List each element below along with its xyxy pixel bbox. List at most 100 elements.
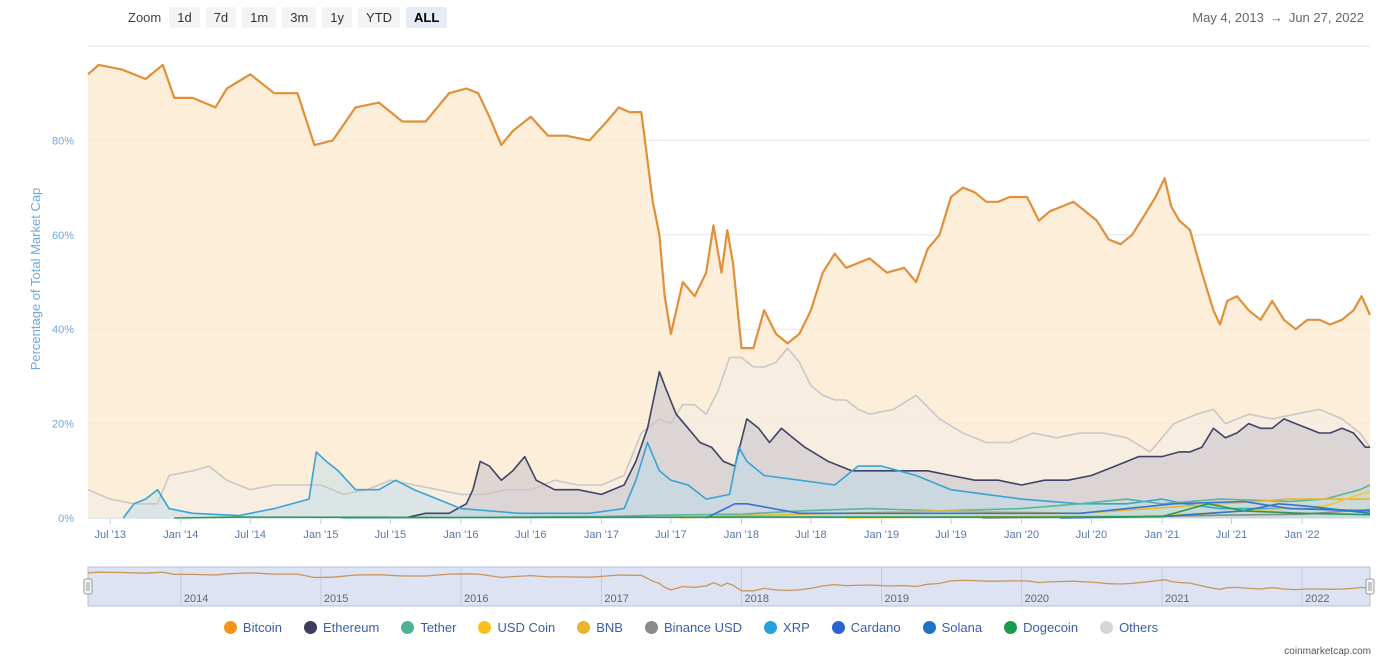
x-tick-label: Jul '17 [655, 529, 686, 541]
navigator-year-label: 2014 [184, 593, 208, 605]
series-line-cardano [705, 500, 1371, 519]
legend-item-ethereum[interactable]: Ethereum [303, 620, 380, 635]
zoom-1y-button[interactable]: 1y [322, 6, 353, 28]
legend-dot [401, 621, 415, 634]
series-area-others [88, 348, 1370, 518]
series-area-ethereum [404, 371, 1371, 518]
date-range-arrow: → [1269, 10, 1283, 25]
x-tick-label: Jan '22 [1285, 529, 1320, 541]
navigator-year-label: 2018 [744, 593, 768, 605]
legend-item-others[interactable]: Others [1100, 620, 1158, 635]
legend-label: USD Coin [497, 620, 556, 635]
date-range-from[interactable]: May 4, 2013 [1192, 10, 1264, 25]
legend-dot [478, 621, 492, 634]
legend-item-xrp[interactable]: XRP [764, 620, 810, 635]
navigator-handle-right[interactable] [1365, 578, 1375, 595]
date-range-to[interactable]: Jun 27, 2022 [1288, 10, 1364, 25]
legend-dot [831, 621, 845, 634]
x-tick-label: Jan '21 [1144, 529, 1179, 541]
legend-item-usd-coin[interactable]: USD Coin [478, 620, 555, 635]
zoom-all-button[interactable]: ALL [406, 6, 448, 28]
legend-label: Dogecoin [1023, 620, 1079, 635]
legend-dot [1100, 621, 1114, 634]
x-tick-label: Jan '18 [724, 529, 759, 541]
x-tick-label: Jul '20 [1076, 529, 1107, 541]
legend-label: Others [1119, 620, 1159, 635]
y-axis-ticks: 0% 20% 40% 60% 80% [52, 135, 74, 525]
legend-label: Bitcoin [242, 620, 282, 635]
y-tick-label: 60% [52, 230, 74, 242]
navigator-year-label: 2020 [1025, 593, 1049, 605]
legend-dot [922, 621, 936, 634]
x-tick-label: Jan '19 [864, 529, 899, 541]
zoom-7d-button[interactable]: 7d [205, 6, 237, 28]
x-tick-label: Jul '13 [95, 529, 126, 541]
market-dominance-chart: 0% 20% 40% 60% 80% Jul '13 Jan '14 Jul '14 Jan … [28, 45, 1375, 607]
legend-item-solana[interactable]: Solana [922, 620, 983, 635]
credit: coinmarketcap.com [1284, 646, 1371, 657]
navigator-year-label: 2015 [324, 593, 348, 605]
x-tick-label: Jul '16 [515, 529, 546, 541]
x-tick-label: Jan '14 [163, 529, 198, 541]
navigator-year-label: 2022 [1305, 593, 1329, 605]
legend-dot [577, 621, 591, 634]
y-tick-label: 20% [52, 419, 74, 431]
legend-item-binance-usd[interactable]: Binance USD [644, 620, 743, 635]
series-lines [87, 63, 1372, 519]
legend-label: Cardano [850, 620, 901, 635]
navigator-series-line [87, 571, 1371, 592]
series-line-tether [341, 484, 1371, 519]
x-tick-label: Jan '15 [303, 529, 338, 541]
zoom-label: Zoom [128, 9, 162, 25]
zoom-ytd-button[interactable]: YTD [358, 6, 401, 28]
legend-label: Binance USD [663, 620, 743, 635]
zoom-1m-button[interactable]: 1m [242, 6, 277, 28]
series-line-dogecoin [174, 503, 1371, 519]
legend-dot [764, 621, 778, 634]
navigator-year-label: 2021 [1165, 593, 1189, 605]
legend-label: BNB [596, 620, 623, 635]
series-area-xrp [123, 442, 1370, 518]
navigator-handle-left[interactable] [83, 578, 93, 595]
x-tick-label: Jan '16 [443, 529, 478, 541]
legend-label: Ethereum [322, 620, 380, 635]
x-tick-label: Jul '18 [795, 529, 826, 541]
legend-item-bnb[interactable]: BNB [577, 620, 623, 635]
series-areas [88, 64, 1371, 519]
legend-dot [223, 621, 237, 634]
navigator-year-label: 2017 [604, 593, 628, 605]
zoom-toolbar: Zoom 1d 7d 1m 3m 1y YTD ALL [128, 6, 448, 28]
legend-item-dogecoin[interactable]: Dogecoin [1004, 620, 1078, 635]
legend-label: Tether [420, 620, 457, 635]
legend-dot [1004, 621, 1018, 634]
zoom-3m-button[interactable]: 3m [282, 6, 317, 28]
series-line-others [87, 347, 1371, 505]
y-tick-label: 0% [58, 513, 74, 525]
y-tick-label: 40% [52, 324, 74, 336]
series-line-xrp [122, 441, 1371, 519]
navigator-year-label: 2016 [464, 593, 488, 605]
y-axis-title: Percentage of Total Market Cap [28, 188, 43, 371]
legend-dot [303, 621, 317, 634]
series-line-ethereum [404, 370, 1370, 519]
legend-item-bitcoin[interactable]: Bitcoin [223, 620, 282, 635]
legend-label: XRP [783, 620, 810, 635]
x-tick-label: Jan '20 [1004, 529, 1039, 541]
x-tick-label: Jul '15 [375, 529, 406, 541]
legend-item-tether[interactable]: Tether [401, 620, 456, 635]
legend-item-cardano[interactable]: Cardano [831, 620, 901, 635]
x-tick-label: Jul '19 [935, 529, 966, 541]
x-tick-label: Jul '21 [1216, 529, 1247, 541]
navigator[interactable]: 2014 2015 2016 2017 2018 2019 2020 2021 2022 [83, 566, 1375, 607]
navigator-range [87, 566, 1371, 607]
legend-label: Solana [941, 620, 983, 635]
y-tick-label: 80% [52, 135, 74, 147]
x-tick-label: Jul '14 [235, 529, 266, 541]
navigator-year-label: 2019 [885, 593, 909, 605]
x-axis-ticks: Jul '13 Jan '14 Jul '14 Jan '15 Jul '15 Jan '… [95, 518, 1320, 541]
zoom-1d-button[interactable]: 1d [169, 6, 200, 28]
date-range: May 4, 2013 → Jun 27, 2022 [1192, 10, 1364, 25]
x-tick-label: Jan '17 [584, 529, 619, 541]
series-area-bitcoin [88, 64, 1370, 519]
chart-legend: Bitcoin Ethereum Tether USD Coin BNB Binance … [0, 620, 1382, 635]
